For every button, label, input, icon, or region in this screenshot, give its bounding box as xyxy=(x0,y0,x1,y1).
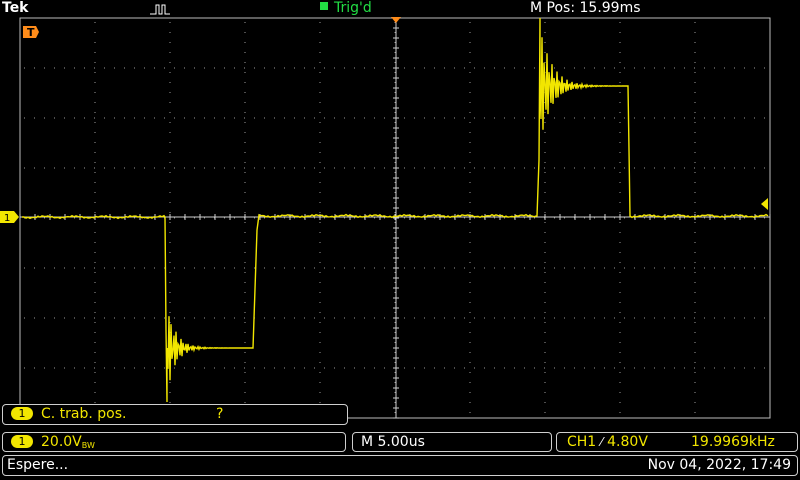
status-message: Espere... xyxy=(7,457,69,473)
acquisition-mode-icon xyxy=(150,4,170,15)
brand-logo: Tek xyxy=(2,0,29,16)
trigger-slope-icon: ⁄ xyxy=(600,435,603,449)
measure-value: ? xyxy=(216,406,224,422)
trigger-status: Trig'd xyxy=(320,0,372,16)
trigger-status-text: Trig'd xyxy=(334,0,372,16)
trigger-frequency: 19.9969kHz xyxy=(691,434,775,450)
status-bar: Espere... Nov 04, 2022, 17:49 xyxy=(2,455,798,476)
measurement-readout[interactable]: 1 C. trab. pos.? xyxy=(2,404,348,425)
ch1-scale: 20.0V xyxy=(41,434,82,450)
bandwidth-limit-indicator: BW xyxy=(81,441,95,450)
trigger-position-marker[interactable] xyxy=(391,17,401,23)
ch1-vertical-settings[interactable]: 1 20.0VBW xyxy=(2,432,346,452)
ch1-badge: 1 xyxy=(11,435,33,448)
ch1-marker-label: 1 xyxy=(4,213,10,224)
ch1-waveform-trace xyxy=(22,17,769,403)
trigger-status-icon xyxy=(320,2,328,10)
horizontal-position-readout: M Pos: 15.99ms xyxy=(530,0,641,16)
timebase-scale: M 5.00us xyxy=(361,434,425,450)
top-status-bar: Tek Trig'd M Pos: 15.99ms xyxy=(0,0,800,18)
trigger-level-arrow[interactable] xyxy=(761,198,768,210)
ch1-ground-marker[interactable]: 1 xyxy=(0,211,19,224)
trigger-source: CH1 xyxy=(567,434,597,450)
trigger-marker-label: T xyxy=(27,26,35,39)
trigger-settings[interactable]: CH1 ⁄ 4.80V 19.9969kHz xyxy=(556,432,798,452)
graticule-grid xyxy=(24,22,765,413)
measure-label: C. trab. pos. xyxy=(41,406,127,422)
status-datetime: Nov 04, 2022, 17:49 xyxy=(647,457,791,473)
measure-channel-badge: 1 xyxy=(11,407,33,420)
trigger-level: 4.80V xyxy=(607,434,648,450)
timebase-settings[interactable]: M 5.00us xyxy=(352,432,552,452)
trigger-time-marker[interactable]: T xyxy=(23,26,39,39)
